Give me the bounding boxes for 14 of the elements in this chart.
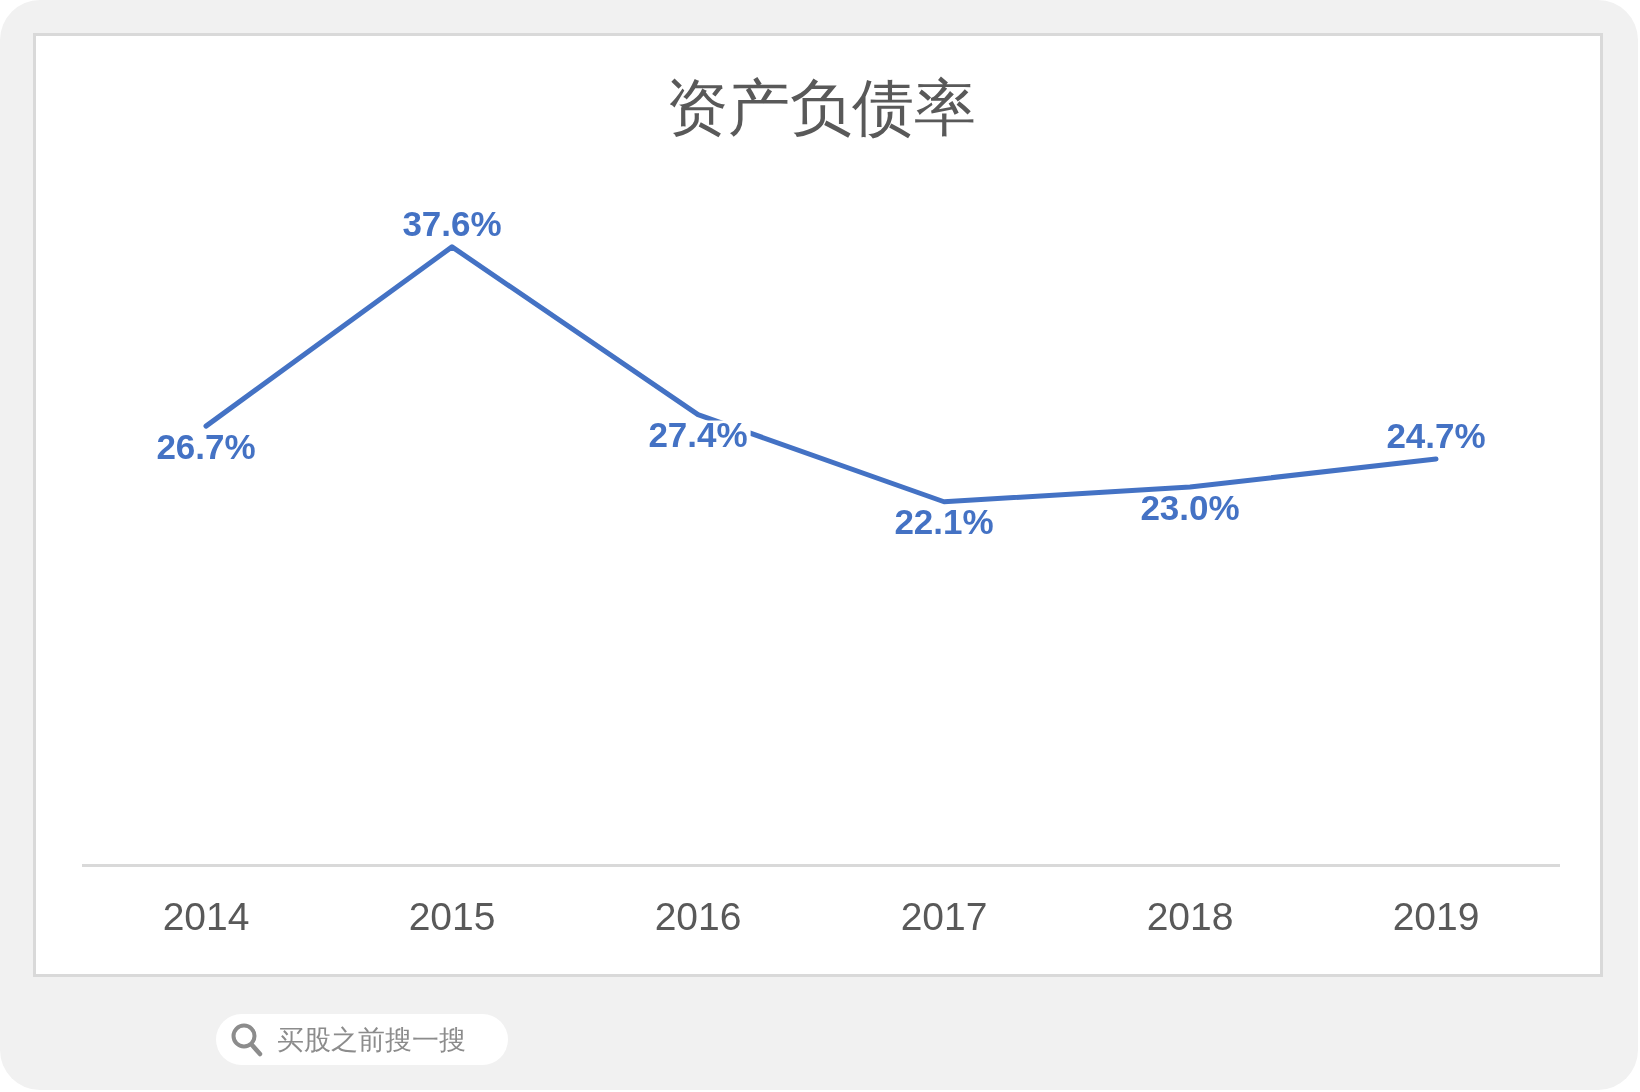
data-label: 22.1% xyxy=(894,502,994,542)
x-tick-label: 2016 xyxy=(654,895,742,939)
x-tick-label: 2015 xyxy=(408,895,496,939)
x-tick-label: 2014 xyxy=(162,895,250,939)
x-tick-label: 2019 xyxy=(1392,895,1480,939)
x-tick-label: 2017 xyxy=(900,895,988,939)
data-label: 24.7% xyxy=(1386,415,1486,455)
chart-title: 资产负债率 xyxy=(666,71,976,145)
data-label: 27.4% xyxy=(648,415,748,455)
data-label: 23.0% xyxy=(1140,487,1240,527)
x-tick-label: 2018 xyxy=(1146,895,1234,939)
data-label: 37.6% xyxy=(402,203,502,243)
search-field: 买股之前搜一搜 xyxy=(216,1014,508,1065)
data-label: 26.7% xyxy=(156,426,256,466)
